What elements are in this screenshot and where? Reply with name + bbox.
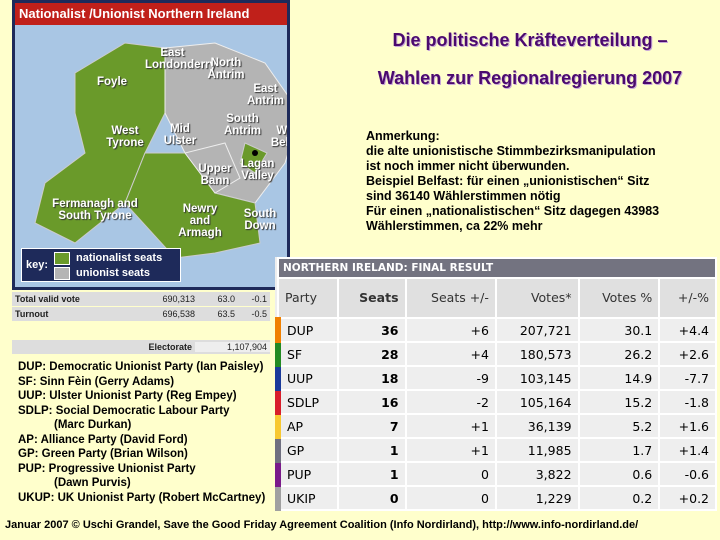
cell-seats: 1 xyxy=(337,437,407,463)
footer: Januar 2007 © Uschi Grandel, Save the Go… xyxy=(5,519,639,531)
table-row: DUP 36 +6 207,721 30.1 +4.4 xyxy=(274,317,717,343)
cell-party: AP xyxy=(274,413,340,439)
table-row: AP 7 +1 36,139 5.2 +1.6 xyxy=(274,413,717,439)
cell-seats_change: -9 xyxy=(404,365,497,391)
col-seats-change: Seats +/- xyxy=(404,277,497,319)
map-label: East Antrim xyxy=(246,83,285,107)
key-unionist: unionist seats xyxy=(76,267,150,279)
cell-votes: 105,164 xyxy=(494,389,580,415)
map-label: West Belfast xyxy=(270,125,287,149)
col-pct-change: +/-% xyxy=(658,277,717,319)
map-label: Fermanagh and South Tyrone xyxy=(52,198,138,222)
cell-seats: 36 xyxy=(337,317,407,343)
cell-votes: 207,721 xyxy=(494,317,580,343)
cell-votes: 1,229 xyxy=(494,485,580,511)
cell-pct: 0.6 xyxy=(577,461,661,487)
results-table: NORTHERN IRELAND: FINAL RESULT Party Sea… xyxy=(274,257,717,511)
cell-pct_change: +2.6 xyxy=(658,341,717,367)
map-label: Lagan Valley xyxy=(240,158,275,182)
unionist-swatch xyxy=(54,267,70,280)
slide-title-2: Wahlen zur Regionalregierung 2007 xyxy=(377,68,683,88)
cell-seats: 16 xyxy=(337,389,407,415)
cell-pct: 5.2 xyxy=(577,413,661,439)
map-label: Newry and Armagh xyxy=(178,203,222,239)
cell-pct: 30.1 xyxy=(577,317,661,343)
electorate-row: Electorate 1,107,904 xyxy=(12,340,270,354)
cell-seats: 28 xyxy=(337,341,407,367)
party-legend: DUP: Democratic Unionist Party (Ian Pais… xyxy=(18,361,266,504)
col-votes-pct: Votes % xyxy=(577,277,661,319)
cell-votes: 180,573 xyxy=(494,341,580,367)
cell-party: UUP xyxy=(274,365,340,391)
cell-seats_change: +1 xyxy=(404,437,497,463)
table-row: SF 28 +4 180,573 26.2 +2.6 xyxy=(274,341,717,367)
cell-seats: 7 xyxy=(337,413,407,439)
cell-votes: 103,145 xyxy=(494,365,580,391)
col-votes: Votes* xyxy=(494,277,580,319)
map-label: South Down xyxy=(243,208,277,232)
cell-pct_change: +0.2 xyxy=(658,485,717,511)
cell-seats: 0 xyxy=(337,485,407,511)
map-key: key: nationalist seats unionist seats xyxy=(21,248,181,282)
cell-pct_change: -0.6 xyxy=(658,461,717,487)
table-row: PUP 1 0 3,822 0.6 -0.6 xyxy=(274,461,717,487)
map-title: Nationalist /Unionist Northern Ireland xyxy=(15,3,287,25)
map-label: East Londonderry xyxy=(145,47,216,71)
cell-seats_change: +1 xyxy=(404,413,497,439)
cell-pct: 15.2 xyxy=(577,389,661,415)
note: Anmerkung: die alte unionistische Stimmbe… xyxy=(366,129,660,233)
cell-party: UKIP xyxy=(274,485,340,511)
table-row: GP 1 +1 11,985 1.7 +1.4 xyxy=(274,437,717,463)
cell-votes: 11,985 xyxy=(494,437,580,463)
cell-party: SDLP xyxy=(274,389,340,415)
table-row: UUP 18 -9 103,145 14.9 -7.7 xyxy=(274,365,717,391)
cell-votes: 3,822 xyxy=(494,461,580,487)
cell-pct: 26.2 xyxy=(577,341,661,367)
cell-seats_change: +4 xyxy=(404,341,497,367)
map-label: South Antrim xyxy=(223,113,262,137)
cell-pct_change: +4.4 xyxy=(658,317,717,343)
cell-pct_change: +1.6 xyxy=(658,413,717,439)
cell-pct_change: -7.7 xyxy=(658,365,717,391)
map-label: Mid Ulster xyxy=(163,123,197,147)
col-seats: Seats xyxy=(337,277,407,319)
cell-seats: 1 xyxy=(337,461,407,487)
cell-party: SF xyxy=(274,341,340,367)
cell-seats: 18 xyxy=(337,365,407,391)
stats-row: Total valid vote 690,313 63.0 -0.1 xyxy=(12,292,270,306)
cell-seats_change: -2 xyxy=(404,389,497,415)
nationalist-swatch xyxy=(54,252,70,265)
cell-pct: 14.9 xyxy=(577,365,661,391)
cell-seats_change: 0 xyxy=(404,485,497,511)
key-label: key: xyxy=(26,259,49,271)
key-nationalist: nationalist seats xyxy=(76,252,163,264)
table-caption: NORTHERN IRELAND: FINAL RESULT xyxy=(277,257,717,279)
map-label: West Tyrone xyxy=(106,125,144,149)
table-row: SDLP 16 -2 105,164 15.2 -1.8 xyxy=(274,389,717,415)
cell-pct: 0.2 xyxy=(577,485,661,511)
col-party: Party xyxy=(276,277,340,319)
cell-party: PUP xyxy=(274,461,340,487)
cell-party: DUP xyxy=(274,317,340,343)
cell-votes: 36,139 xyxy=(494,413,580,439)
map-shapes xyxy=(34,42,287,259)
cell-pct_change: -1.8 xyxy=(658,389,717,415)
constituency-map: Nationalist /Unionist Northern Ireland E… xyxy=(12,0,290,290)
stats-row: Turnout 696,538 63.5 -0.5 xyxy=(12,307,270,321)
vote-stats: Total valid vote 690,313 63.0 -0.1 Turnout 6… xyxy=(12,292,270,355)
table-row: UKIP 0 0 1,229 0.2 +0.2 xyxy=(274,485,717,511)
map-label: Foyle xyxy=(97,76,128,88)
cell-pct_change: +1.4 xyxy=(658,437,717,463)
map-label: North Antrim xyxy=(207,57,245,81)
cell-seats_change: +6 xyxy=(404,317,497,343)
cell-seats_change: 0 xyxy=(404,461,497,487)
cell-pct: 1.7 xyxy=(577,437,661,463)
map-label: Upper Bann xyxy=(198,163,232,187)
slide-title-1: Die politische Kräfteverteilung – xyxy=(392,30,668,50)
cell-party: GP xyxy=(274,437,340,463)
